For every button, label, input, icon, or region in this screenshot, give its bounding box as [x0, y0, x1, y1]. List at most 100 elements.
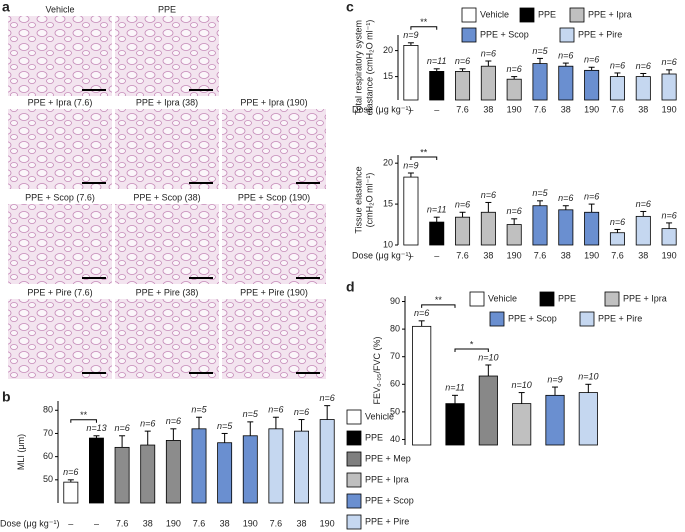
bar	[558, 65, 574, 101]
legend-swatch	[346, 514, 362, 530]
legend-label: PPE	[538, 9, 556, 19]
bar	[140, 444, 156, 504]
x-tick-label: 7.6	[534, 250, 547, 260]
n-label: n=6	[320, 393, 335, 403]
micrograph	[8, 16, 112, 96]
n-label: n=10	[478, 352, 498, 362]
micrograph	[115, 204, 219, 284]
x-tick-label: 190	[320, 518, 335, 528]
y-tick-label: 20	[383, 45, 393, 55]
x-tick-label: 190	[662, 250, 677, 260]
bar	[114, 446, 130, 504]
n-label: n=6	[455, 200, 470, 210]
y-tick-label: 90	[390, 296, 400, 306]
significance-label: *	[470, 339, 474, 349]
micrograph-label: PPE + Ipra (190)	[240, 97, 307, 107]
legend-label: PPE + Ipra	[623, 293, 667, 303]
y-tick-label: 80	[390, 323, 400, 333]
n-label: n=6	[584, 55, 599, 65]
y-axis-title-line: Tissue elastance	[354, 166, 364, 233]
bar	[429, 71, 445, 101]
n-label: n=11	[427, 205, 447, 215]
significance-label: **	[420, 17, 428, 27]
x-tick-label: –	[408, 250, 413, 260]
significance-label: **	[435, 295, 443, 305]
legend-label: PPE + Ipra	[365, 474, 409, 484]
y-axis-title: Tissue elastance(cmH₂O ml⁻¹)	[354, 166, 375, 233]
y-tick-label: 70	[43, 428, 53, 438]
y-tick-label: 70	[390, 351, 400, 361]
x-tick-label: 7.6	[456, 250, 469, 260]
micrograph	[222, 204, 326, 284]
micrograph	[8, 109, 112, 189]
bar	[480, 211, 496, 246]
y-tick-label: 15	[383, 71, 393, 81]
x-tick-label: 7.6	[611, 104, 624, 114]
significance-bracket	[70, 419, 97, 423]
micrograph-label: PPE + Ipra (7.6)	[28, 97, 93, 107]
n-label: n=6	[268, 405, 283, 415]
n-label: n=5	[532, 188, 548, 198]
legend-label: Vehicle	[488, 293, 517, 303]
legend-label: PPE + Scop	[365, 495, 414, 505]
n-label: n=5	[243, 409, 259, 419]
x-tick-label: 38	[638, 250, 648, 260]
legend-swatch	[346, 451, 362, 467]
bar	[403, 176, 419, 246]
n-label: n=6	[610, 60, 625, 70]
micrograph-label: PPE + Scop (7.6)	[25, 192, 95, 202]
micrograph-label: PPE + Scop (38)	[133, 192, 200, 202]
micrograph	[115, 109, 219, 189]
legend-label: PPE + Pire	[578, 29, 622, 39]
legend-swatch	[569, 7, 585, 23]
x-tick-label: 38	[483, 104, 493, 114]
y-axis-title-line: elastance (cmH₂O ml⁻¹)	[365, 20, 375, 116]
y-tick-label: 50	[43, 474, 53, 484]
panel-label: d	[346, 279, 355, 295]
n-label: n=6	[294, 407, 309, 417]
bar	[429, 221, 445, 246]
legend-swatch	[559, 27, 575, 43]
x-tick-label: 190	[166, 518, 181, 528]
n-label: n=6	[507, 64, 522, 74]
n-label: n=6	[558, 50, 573, 60]
n-label: n=6	[558, 193, 573, 203]
y-axis-title: MLI (μm)	[16, 434, 26, 470]
bar	[63, 481, 79, 504]
y-axis-title-line: (cmH₂O ml⁻¹)	[365, 173, 375, 228]
bar	[609, 232, 625, 246]
x-tick-label: –	[94, 518, 99, 528]
bar	[478, 375, 498, 446]
y-axis-title-line: MLI (μm)	[16, 434, 26, 470]
x-tick-label: –	[434, 104, 439, 114]
bar	[584, 69, 600, 101]
bar	[294, 430, 309, 504]
legend-swatch	[346, 493, 362, 509]
micrograph	[115, 16, 219, 96]
x-tick-label: 38	[220, 518, 230, 528]
legend-label: PPE + Scop	[508, 313, 557, 323]
legend-label: PPE	[365, 432, 383, 442]
n-label: n=6	[140, 419, 155, 429]
x-tick-label: 190	[662, 104, 677, 114]
n-label: n=10	[512, 380, 532, 390]
legend-label: PPE + Ipra	[588, 9, 632, 19]
x-tick-label: 7.6	[116, 518, 129, 528]
legend-label: PPE + Pire	[365, 516, 409, 526]
dose-label: Dose (μg kg⁻¹)	[352, 104, 411, 114]
y-axis-title: Total respiratory systemelastance (cmH₂O…	[354, 20, 375, 116]
n-label: n=6	[610, 217, 625, 227]
n-label: n=6	[584, 191, 599, 201]
y-axis-title: FEV₀.₀₅/FVC (%)	[372, 336, 382, 404]
x-tick-label: 38	[297, 518, 307, 528]
x-tick-label: 38	[638, 104, 648, 114]
bar	[403, 45, 419, 101]
bar	[89, 437, 104, 504]
n-label: n=6	[636, 61, 651, 71]
bar	[506, 224, 522, 246]
bar	[455, 216, 471, 246]
bar	[268, 428, 284, 504]
y-axis-title-line: Total respiratory system	[354, 20, 364, 115]
n-label: n=6	[481, 48, 496, 58]
